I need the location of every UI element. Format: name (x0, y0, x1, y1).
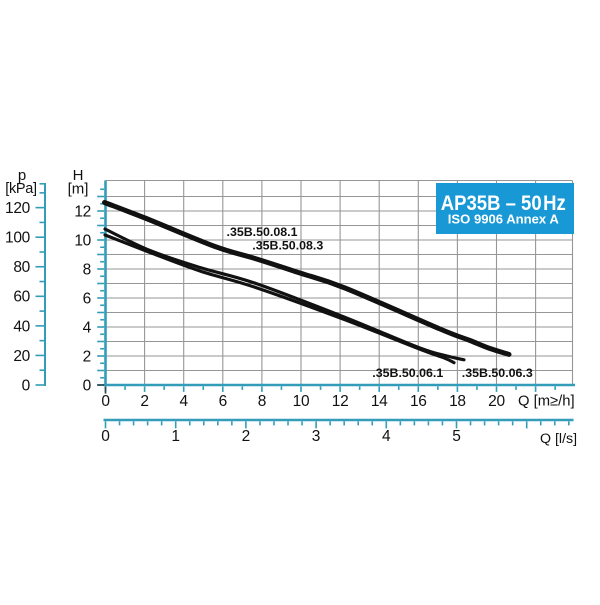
svg-text:ISO 9906 Annex A: ISO 9906 Annex A (448, 212, 559, 227)
svg-text:8: 8 (83, 261, 91, 278)
svg-text:100: 100 (5, 230, 31, 247)
svg-text:[kPa]: [kPa] (5, 181, 37, 197)
svg-text:1: 1 (171, 428, 180, 445)
svg-text:4: 4 (382, 428, 391, 445)
svg-text:16: 16 (410, 393, 427, 410)
svg-text:40: 40 (13, 318, 30, 335)
svg-text:.35B.50.08.1: .35B.50.08.1 (227, 225, 298, 239)
svg-text:8: 8 (258, 393, 266, 410)
svg-text:3: 3 (312, 428, 321, 445)
svg-text:2: 2 (140, 393, 148, 410)
svg-text:20: 20 (488, 393, 505, 410)
svg-text:2: 2 (242, 428, 251, 445)
svg-text:0: 0 (101, 428, 110, 445)
svg-text:4: 4 (180, 393, 189, 410)
svg-text:.35B.50.06.1: .35B.50.06.1 (372, 366, 443, 380)
svg-text:p: p (18, 167, 26, 184)
svg-text:.35B.50.08.3: .35B.50.08.3 (252, 239, 323, 253)
svg-text:18: 18 (449, 393, 466, 410)
svg-text:2: 2 (83, 348, 91, 365)
svg-text:0: 0 (101, 393, 110, 410)
svg-text:H: H (73, 167, 84, 184)
svg-text:80: 80 (13, 259, 30, 276)
svg-text:60: 60 (13, 289, 30, 306)
svg-text:10: 10 (293, 393, 310, 410)
svg-text:0: 0 (22, 377, 31, 394)
svg-text:6: 6 (83, 290, 91, 307)
svg-text:4: 4 (83, 319, 92, 336)
svg-text:10: 10 (74, 232, 91, 249)
svg-text:12: 12 (74, 203, 91, 220)
svg-text:6: 6 (219, 393, 227, 410)
svg-text:12: 12 (332, 393, 349, 410)
svg-text:0: 0 (83, 377, 92, 394)
svg-text:5: 5 (452, 428, 461, 445)
svg-text:Q [l/s]: Q [l/s] (540, 431, 577, 447)
svg-text:120: 120 (5, 200, 31, 217)
svg-text:[m]: [m] (68, 181, 89, 198)
svg-text:AP35B – 50 Hz: AP35B – 50 Hz (441, 192, 566, 215)
svg-text:14: 14 (371, 393, 388, 410)
svg-text:Q [m≥/h]: Q [m≥/h] (518, 394, 575, 410)
svg-text:.35B.50.06.3: .35B.50.06.3 (462, 366, 533, 380)
svg-text:20: 20 (13, 348, 30, 365)
